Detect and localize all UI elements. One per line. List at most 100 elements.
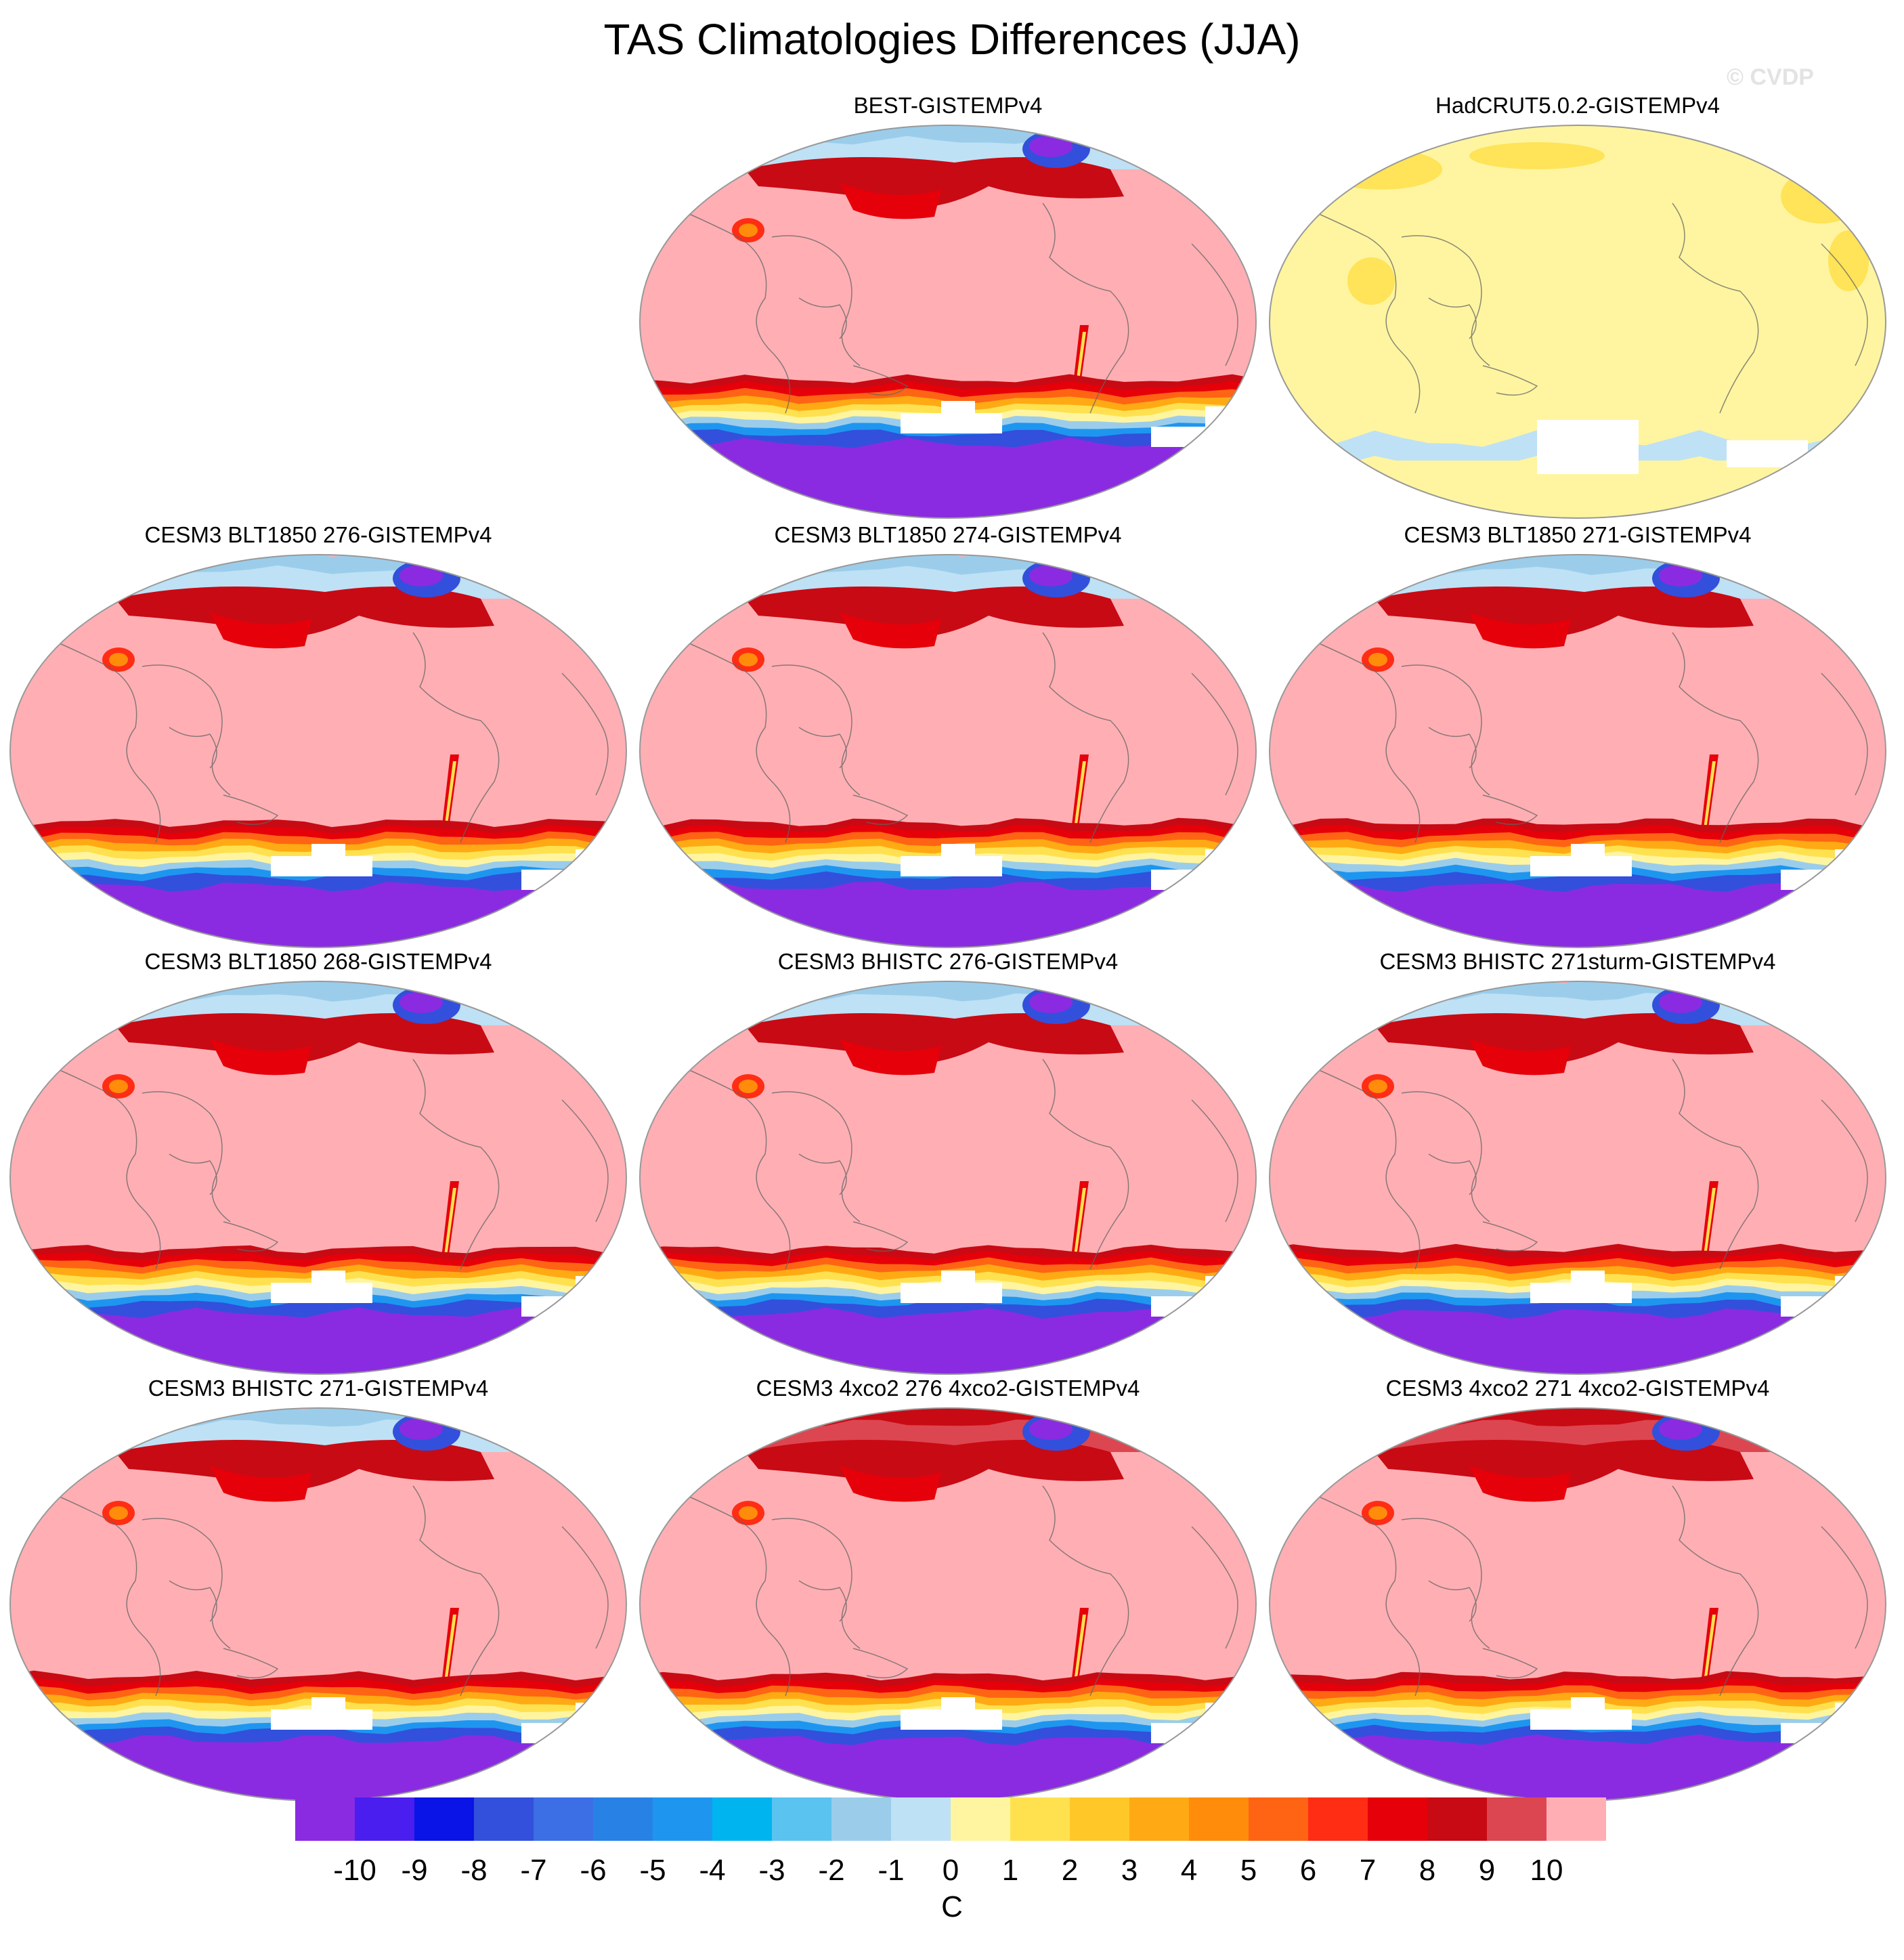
map-panel: CESM3 BLT1850 276-GISTEMPv4 (7, 521, 630, 955)
colorbar-tick-label: -4 (699, 1854, 726, 1887)
map-panel: CESM3 4xco2 276 4xco2-GISTEMPv4 (636, 1375, 1259, 1808)
colorbar-swatch (712, 1797, 773, 1841)
colorbar-tick-label: -3 (758, 1854, 785, 1887)
coastline (798, 1580, 847, 1622)
robinson-map (639, 981, 1257, 1375)
coastline (663, 203, 791, 414)
coastline (1428, 1153, 1477, 1195)
coastline (1428, 1580, 1477, 1622)
coastline (1191, 243, 1238, 366)
coastline (169, 727, 217, 769)
figure-title: TAS Climatologies Differences (JJA) (603, 15, 1301, 64)
coastline (1482, 365, 1538, 396)
map-panel-title: CESM3 BHISTC 276-GISTEMPv4 (777, 949, 1119, 974)
colorbar-swatch (1010, 1797, 1070, 1841)
coastline (1293, 203, 1421, 414)
colorbar-swatch (295, 1797, 355, 1841)
coastline (852, 365, 909, 396)
colorbar-swatch (414, 1797, 475, 1841)
coastline (1482, 1221, 1538, 1252)
coastline (169, 1153, 217, 1195)
colorbar-tick-label: 9 (1478, 1854, 1496, 1887)
colorbar-tick-label: 4 (1180, 1854, 1198, 1887)
map-panel-title: CESM3 BLT1850 271-GISTEMPv4 (1404, 522, 1752, 547)
robinson-map (9, 1407, 627, 1802)
colorbar-swatch (534, 1797, 594, 1841)
colorbar-tick-label: -7 (520, 1854, 547, 1887)
coastline (1191, 1099, 1238, 1222)
coastline (33, 632, 161, 843)
colorbar-swatch (1546, 1797, 1606, 1841)
map-panel-title: CESM3 BLT1850 276-GISTEMPv4 (144, 522, 492, 547)
map-panel: CESM3 BLT1850 268-GISTEMPv4 (7, 948, 630, 1382)
coastline (412, 632, 500, 843)
colorbar-tick-label: 5 (1240, 1854, 1257, 1887)
map-panel: CESM3 BHISTC 271-GISTEMPv4 (7, 1375, 630, 1808)
robinson-map (9, 554, 627, 948)
coastline (1401, 1091, 1490, 1222)
coastline (1428, 727, 1477, 769)
colorbar-tick-label: 0 (942, 1854, 959, 1887)
coastline (561, 1526, 609, 1649)
colorbar-tick-label: -10 (333, 1854, 376, 1887)
colorbar-tick-label: 10 (1530, 1854, 1563, 1887)
robinson-map (639, 1407, 1257, 1802)
colorbar-tick-label: 7 (1359, 1854, 1377, 1887)
colorbar-tick-label: -9 (401, 1854, 428, 1887)
colorbar-swatch (653, 1797, 713, 1841)
coastline (1821, 243, 1868, 366)
map-panel-title: CESM3 4xco2 271 4xco2-GISTEMPv4 (1385, 1376, 1770, 1401)
coastline (663, 1485, 791, 1697)
colorbar-tick-labels: -10 -9 -8 -7 -6 -5 -4 -3 -2 -1 0 1 2 3 4 5 6 7 8 9 10 (295, 1853, 1606, 1894)
colorbar-swatch (951, 1797, 1011, 1841)
colorbar-swatch (1368, 1797, 1428, 1841)
colorbar (295, 1797, 1606, 1841)
colorbar-swatch (1487, 1797, 1547, 1841)
coastline (223, 794, 279, 826)
warm-anomaly-patch (1320, 149, 1442, 190)
coastline (1042, 632, 1129, 843)
warm-anomaly-patch (1469, 142, 1605, 169)
coastline (798, 1153, 847, 1195)
coastline (142, 1518, 231, 1649)
colorbar-swatch (1249, 1797, 1309, 1841)
coastline (33, 1059, 161, 1270)
coastline (1191, 1526, 1238, 1649)
coastline (412, 1059, 500, 1270)
map-panel: CESM3 BHISTC 276-GISTEMPv4 (636, 948, 1259, 1382)
coastline (412, 1485, 500, 1697)
coastline (561, 1099, 609, 1222)
colorbar-tick-label: -8 (460, 1854, 488, 1887)
coastline (1401, 1518, 1490, 1649)
colorbar-swatch (1427, 1797, 1488, 1841)
coastline (798, 727, 847, 769)
coastline (1821, 673, 1868, 796)
coastline (1672, 1485, 1759, 1697)
warm-anomaly-patch (1781, 169, 1862, 223)
coastline (1401, 664, 1490, 796)
robinson-map (1269, 554, 1886, 948)
map-panel: HadCRUT5.0.2-GISTEMPv4 (1266, 92, 1889, 526)
robinson-map (639, 125, 1257, 519)
coastline (1293, 1485, 1421, 1697)
coastline (1042, 1485, 1129, 1697)
robinson-map (1269, 125, 1886, 519)
colorbar-tick-label: 3 (1121, 1854, 1138, 1887)
map-panel-title: HadCRUT5.0.2-GISTEMPv4 (1435, 93, 1720, 118)
robinson-map (9, 981, 627, 1375)
coastline (771, 1518, 861, 1649)
map-panel-title: CESM3 4xco2 276 4xco2-GISTEMPv4 (756, 1376, 1140, 1401)
coastline (1672, 1059, 1759, 1270)
coastline (798, 297, 847, 339)
map-panel: CESM3 4xco2 271 4xco2-GISTEMPv4 (1266, 1375, 1889, 1808)
coastline (33, 1485, 161, 1697)
coastline (771, 235, 861, 366)
coastline (852, 1648, 909, 1679)
colorbar-swatch (474, 1797, 534, 1841)
coastline (852, 1221, 909, 1252)
coastline (142, 1091, 231, 1222)
map-panel: CESM3 BLT1850 271-GISTEMPv4 (1266, 521, 1889, 955)
coastline (1191, 673, 1238, 796)
warm-anomaly-patch (1347, 257, 1395, 305)
colorbar-tick-label: -5 (639, 1854, 666, 1887)
